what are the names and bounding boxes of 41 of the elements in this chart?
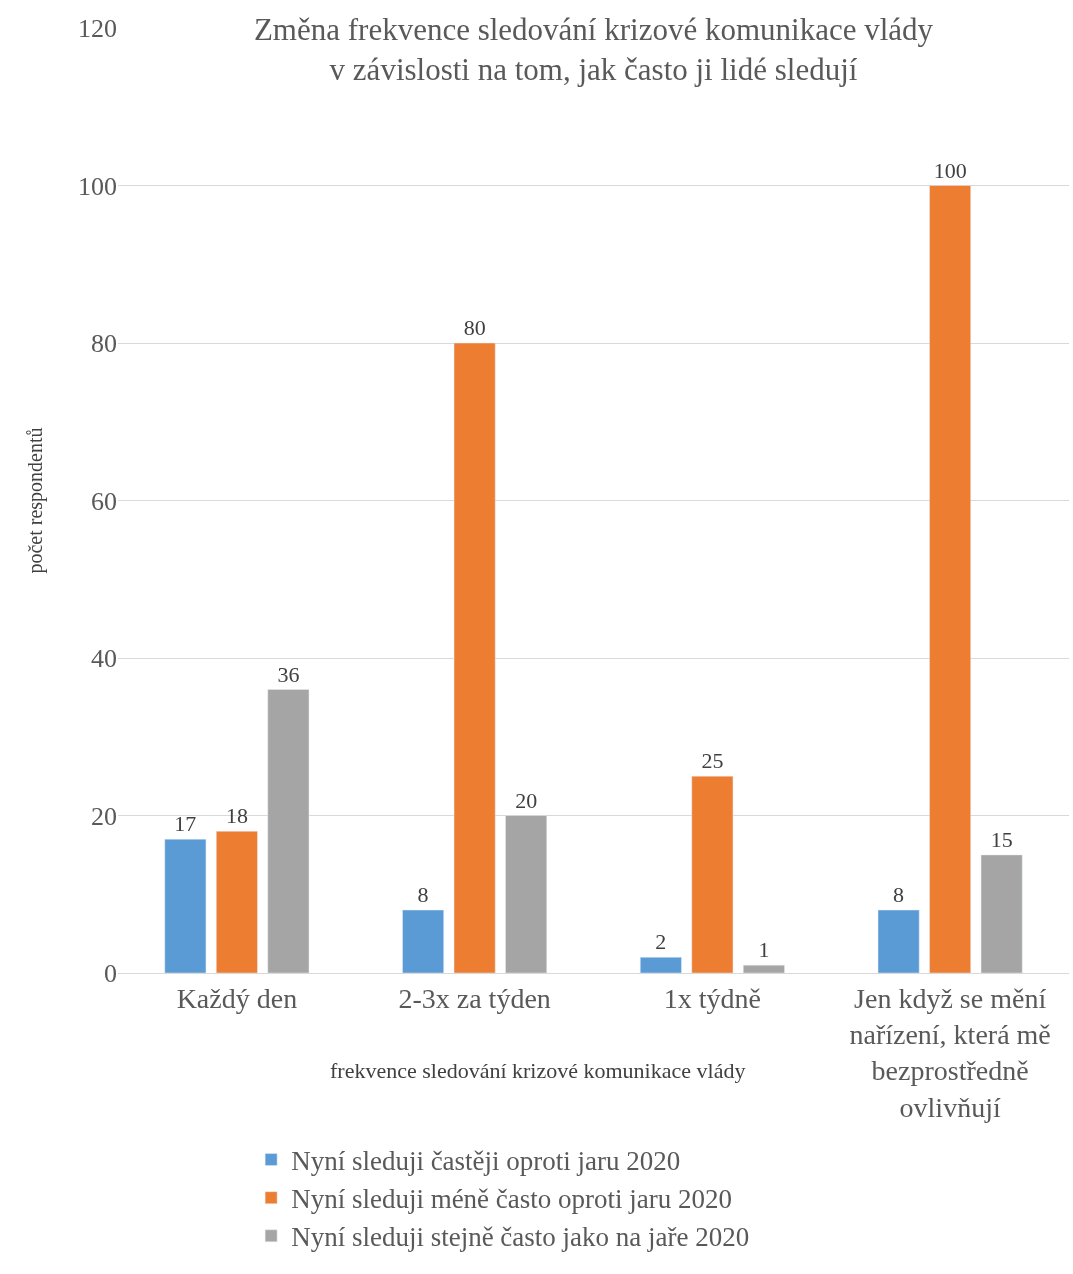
- data-label: 20: [515, 787, 538, 813]
- chart-title: Změna frekvence sledování krizové komunikace vlády v závislosti na tom, jak často ji lidé sledují: [253, 12, 934, 88]
- bar: [691, 775, 734, 973]
- y-tick-label: 120: [78, 14, 117, 44]
- data-label: 100: [933, 157, 967, 183]
- y-axis-title: počet respondentů: [23, 427, 47, 574]
- data-label: 1: [758, 937, 770, 963]
- data-label: 15: [990, 826, 1013, 852]
- data-label: 36: [277, 661, 300, 687]
- bar: [929, 185, 971, 973]
- y-tick-label: 100: [78, 171, 117, 201]
- legend-label: Nyní sleduji méně často oproti jaru 2020: [291, 1184, 733, 1215]
- data-label: 8: [417, 882, 429, 907]
- bar: [164, 838, 207, 973]
- bar: [402, 909, 444, 973]
- bar: [453, 342, 496, 973]
- legend-label: Nyní sleduji častěji oproti jaru 2020: [291, 1146, 681, 1177]
- bar: [216, 831, 258, 973]
- bar: [877, 909, 920, 973]
- y-tick-label: 80: [91, 329, 117, 359]
- x-tick-label: 1x týdně: [663, 982, 761, 1014]
- y-tick-label: 40: [91, 644, 117, 674]
- x-tick-label: 2-3x za týden: [398, 982, 551, 1014]
- bar: [743, 964, 785, 973]
- data-label: 2: [655, 929, 667, 955]
- x-tick-label: Jen když se mění nařízení, která mě bezprostředně ovlivňují: [849, 982, 1051, 1123]
- bar: [267, 689, 310, 973]
- legend-label: Nyní sleduji stejně často jako na jaře 2020: [291, 1222, 750, 1253]
- y-tick-label: 20: [91, 801, 117, 831]
- bar: [505, 815, 547, 973]
- data-label: 25: [701, 748, 724, 774]
- data-label: 17: [174, 811, 197, 837]
- data-label: 8: [893, 882, 905, 907]
- bar: [980, 854, 1023, 973]
- x-axis-title: frekvence sledování krizové komunikace vlády: [330, 1058, 746, 1083]
- y-tick-label: 60: [91, 486, 117, 516]
- bar: [640, 957, 682, 973]
- data-label: 80: [463, 315, 486, 340]
- y-tick-label: 0: [104, 959, 117, 989]
- x-tick-label: Každý den: [176, 982, 298, 1014]
- data-label: 18: [225, 803, 248, 829]
